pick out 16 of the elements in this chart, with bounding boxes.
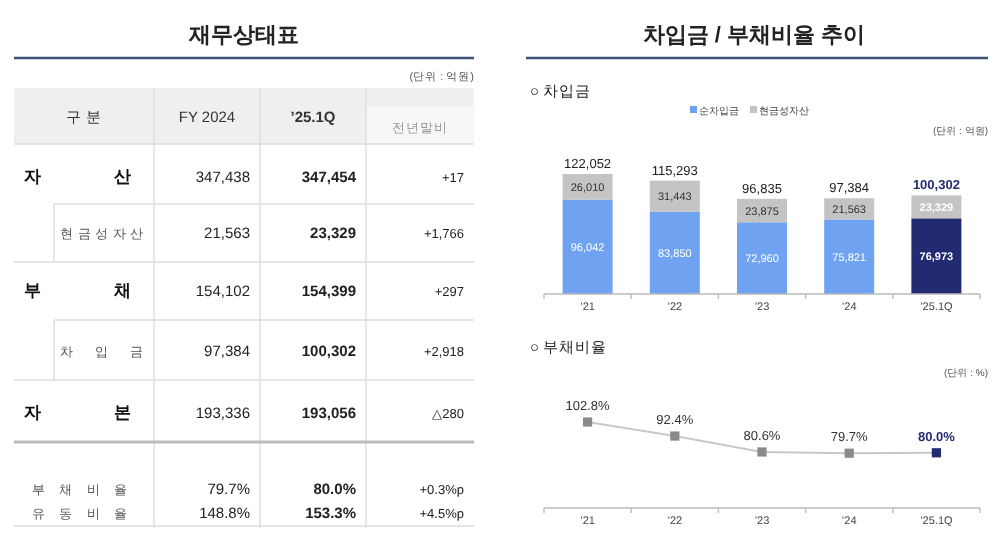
bar [649,180,700,212]
point [583,417,593,427]
bar [649,211,700,294]
chart-title: 차입금 / 부채비율 추이 [642,24,866,48]
text: 재무상태표 [187,24,299,48]
category-label: 자산 [24,166,132,186]
category-label: 부채 [24,280,132,300]
point [844,448,854,458]
category-label: 자본 [24,402,132,422]
bar [911,218,962,294]
bar [737,222,787,294]
point [757,447,767,457]
point [670,431,680,441]
bar [824,219,875,294]
point [931,448,941,458]
bar [562,199,613,294]
